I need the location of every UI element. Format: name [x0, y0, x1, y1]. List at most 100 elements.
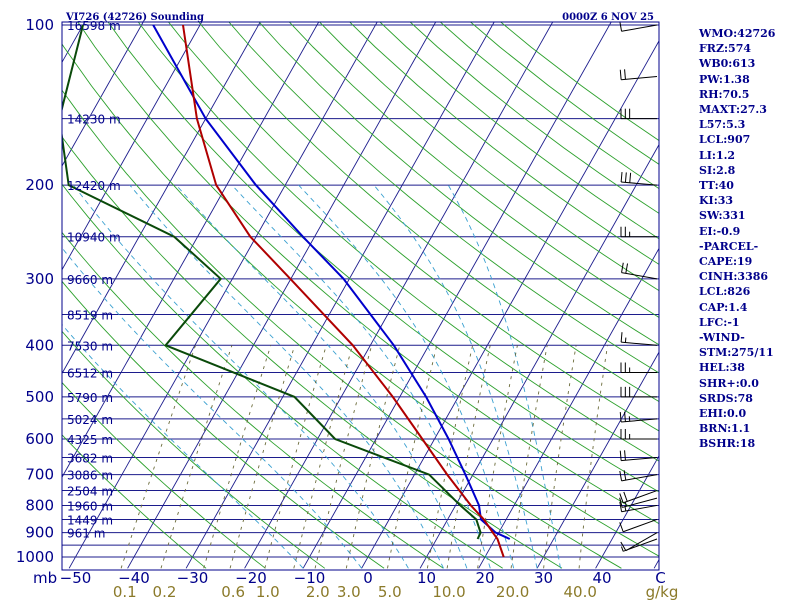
index-item: -WIND- — [699, 330, 799, 345]
mixing-ratio-tick-label: 0.2 — [153, 583, 177, 600]
mixing-ratio-line — [315, 345, 372, 568]
height-tick-label: 14230 m — [67, 113, 121, 127]
wind-barb — [622, 263, 657, 279]
index-item: EHI:0.0 — [699, 406, 799, 421]
y-axis-unit-label: mb — [33, 569, 57, 587]
parcel-trace — [153, 25, 510, 539]
obs-time: 0000Z 6 NOV 25 — [562, 12, 654, 23]
pressure-tick-label: 600 — [25, 430, 54, 448]
index-item: L57:5.3 — [699, 117, 799, 132]
index-item: LFC:-1 — [699, 315, 799, 330]
index-item: -PARCEL- — [699, 239, 799, 254]
index-item: WB0:613 — [699, 56, 799, 71]
wind-barb-flag — [630, 173, 631, 183]
height-tick-label: 3086 m — [67, 469, 113, 483]
wind-barb-flag — [621, 542, 626, 551]
height-tick-label: 7530 m — [67, 339, 113, 353]
height-tick-label: 8519 m — [67, 308, 113, 322]
wind-barb-flag — [626, 263, 628, 273]
chart-profiles — [59, 25, 509, 557]
height-tick-label: 6512 m — [67, 367, 113, 381]
mixing-ratio-line — [204, 345, 271, 568]
index-item: RH:70.5 — [699, 87, 799, 102]
dry-adiabat-line — [93, 1, 800, 569]
wind-barb-staff — [623, 491, 657, 503]
mixing-ratio-tick-label: 0.1 — [113, 583, 137, 600]
index-item: SW:331 — [699, 208, 799, 223]
wind-barb-flag — [625, 172, 626, 182]
index-item: SI:2.8 — [699, 163, 799, 178]
moist-adiabat-line — [374, 185, 537, 568]
index-item: FRZ:574 — [699, 41, 799, 56]
mixing-ratio-tick-label: 40.0 — [564, 583, 597, 600]
moist-adiabat-line — [74, 185, 409, 568]
index-item: CAP:1.4 — [699, 300, 799, 315]
temperature-tick-label: 20 — [475, 569, 494, 587]
isotherm-line — [362, 0, 697, 568]
wind-barb-half-flag — [621, 547, 623, 552]
height-tick-label: 4325 m — [67, 433, 113, 447]
wind-barb — [621, 172, 657, 185]
index-item: LCL:826 — [699, 284, 799, 299]
temperature-tick-label: −50 — [60, 569, 92, 587]
height-tick-label: 3682 m — [67, 451, 113, 465]
mixing-ratio-tick-label: 5.0 — [378, 583, 402, 600]
height-tick-label: 1449 m — [67, 513, 113, 527]
wind-barb-flag — [625, 450, 626, 460]
mixing-ratio-line — [265, 345, 327, 568]
wind-barb-staff — [622, 25, 657, 31]
mixing-ratio-unit-label: g/kg — [646, 583, 679, 600]
wind-barb-staff — [626, 533, 657, 551]
plot-frame — [62, 22, 659, 570]
mixing-ratio-line — [161, 345, 232, 568]
pressure-tick-label: 700 — [25, 466, 54, 484]
temperature-tick-label: 30 — [534, 569, 553, 587]
isotherm-line — [69, 0, 405, 568]
index-item: HEL:38 — [699, 360, 799, 375]
height-tick-label: 2504 m — [67, 485, 113, 499]
index-item: LI:1.2 — [699, 148, 799, 163]
wind-barb — [621, 533, 657, 551]
height-tick-label: 1960 m — [67, 499, 113, 513]
chart-grid — [0, 0, 800, 568]
mixing-ratio-line — [346, 345, 400, 568]
index-item: KI:33 — [699, 193, 799, 208]
wind-barb-flag — [624, 492, 627, 501]
isotherm-line — [186, 0, 521, 568]
pressure-tick-label: 1000 — [16, 548, 54, 566]
pressure-tick-label: 900 — [25, 524, 54, 542]
wind-barb-staff — [623, 519, 657, 531]
isotherm-line — [303, 0, 638, 568]
index-item: CAPE:19 — [699, 254, 799, 269]
index-item: TT:40 — [699, 178, 799, 193]
wind-barb-flag — [620, 522, 623, 531]
pressure-tick-label: 400 — [25, 336, 54, 354]
index-item: BSHR:18 — [699, 436, 799, 451]
index-item: LCL:907 — [699, 132, 799, 147]
mixing-ratio-tick-label: 20.0 — [496, 583, 529, 600]
mixing-ratio-line — [579, 345, 608, 568]
height-tick-label: 5790 m — [67, 391, 113, 405]
index-item: STM:275/11 — [699, 345, 799, 360]
index-item: WMO:42726 — [699, 26, 799, 41]
moist-adiabat-line — [176, 185, 467, 568]
index-item: PW:1.38 — [699, 72, 799, 87]
moist-adiabat-line — [299, 185, 514, 568]
wind-barb — [620, 412, 657, 422]
wind-barb-flag — [621, 172, 622, 182]
mixing-ratio-tick-label: 10.0 — [432, 583, 465, 600]
station-title: VI726 (42726) Sounding — [65, 12, 204, 23]
wind-barb — [621, 227, 657, 237]
pressure-tick-label: 100 — [25, 16, 54, 34]
wind-barb-flag — [621, 332, 622, 342]
wind-barb — [621, 109, 657, 119]
height-tick-label: 12420 m — [67, 179, 121, 193]
index-item: SRDS:78 — [699, 391, 799, 406]
index-item: CINH:3386 — [699, 269, 799, 284]
wind-barb-flag — [620, 451, 621, 461]
height-tick-label: 10940 m — [67, 231, 121, 245]
height-tick-label: 961 m — [67, 527, 105, 541]
index-item: BRN:1.1 — [699, 421, 799, 436]
